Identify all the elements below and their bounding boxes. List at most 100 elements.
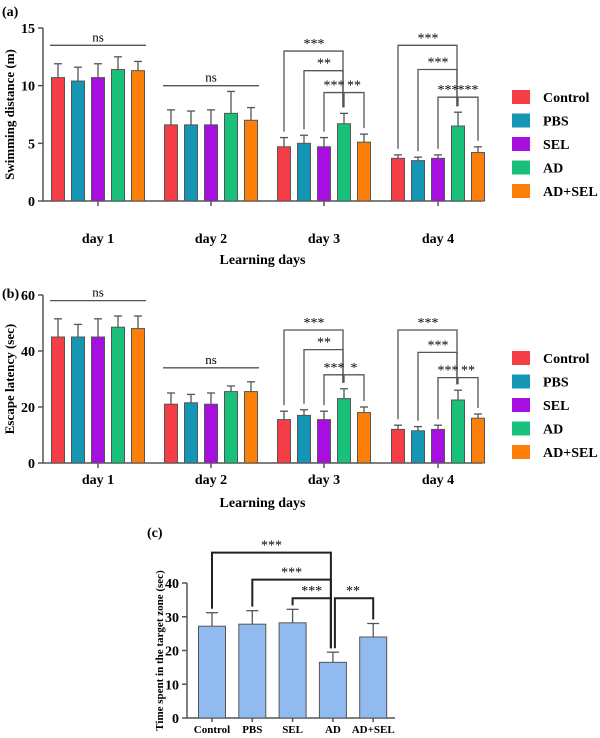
y-axis-label: Time spent in the target zone (sec) xyxy=(154,570,166,731)
y-tick-label: 30 xyxy=(165,611,179,626)
bar-pbs-day4 xyxy=(411,430,425,464)
bar-sel-day4 xyxy=(431,428,445,464)
x-tick-label: SEL xyxy=(282,724,303,736)
legend-label: AD xyxy=(543,162,563,177)
x-axis-label: Learning days xyxy=(220,496,307,511)
panel-c-label: (c) xyxy=(147,526,163,541)
legend-swatch xyxy=(512,445,530,459)
significance-bracket xyxy=(303,348,344,404)
bar-ad-sel-day3 xyxy=(357,412,371,464)
bar-sel-day1 xyxy=(91,77,105,202)
y-axis-label: Swimming distance (m) xyxy=(2,49,17,180)
significance-bracket xyxy=(211,551,332,649)
bar-sel-day3 xyxy=(317,419,331,464)
x-tick-label: AD+SEL xyxy=(352,724,395,736)
legend-swatch xyxy=(512,160,530,175)
significance-label: ** xyxy=(461,364,475,379)
significance-bracket xyxy=(303,70,344,130)
significance-label: ** xyxy=(346,584,360,599)
significance-label: *** xyxy=(304,37,325,52)
significance-label: *** xyxy=(281,566,302,581)
significance-bracket xyxy=(417,351,458,421)
bar-sel-day3 xyxy=(317,146,331,202)
bar-control-day4 xyxy=(391,428,405,464)
significance-label: *** xyxy=(304,316,325,331)
bar-control xyxy=(198,625,226,719)
bar-pbs-day1 xyxy=(71,80,85,202)
bar-sel-day1 xyxy=(91,336,105,464)
significance-label: ** xyxy=(317,336,331,351)
y-tick-label: 0 xyxy=(172,712,179,727)
x-tick-label: day 1 xyxy=(82,473,114,488)
significance-label: *** xyxy=(324,79,345,94)
bar-ad-sel-day2 xyxy=(244,119,258,202)
significance-label: *** xyxy=(458,83,479,98)
x-tick-label: day 3 xyxy=(308,232,340,247)
bar-ad-day4 xyxy=(451,399,465,464)
bar-pbs-day2 xyxy=(184,124,198,202)
bar-pbs-day4 xyxy=(411,160,425,202)
bar-control-day2 xyxy=(164,124,178,202)
significance-label: *** xyxy=(438,364,459,379)
y-tick-label: 10 xyxy=(21,80,35,95)
bar-control-day3 xyxy=(277,419,291,464)
legend-label: AD xyxy=(543,423,563,438)
bar-ad-sel-day3 xyxy=(357,141,371,202)
legend-label: SEL xyxy=(543,399,569,414)
bar-sel-day4 xyxy=(431,157,445,202)
y-tick-label: 20 xyxy=(165,645,179,660)
legend-label: AD+SEL xyxy=(543,446,598,461)
legend-swatch xyxy=(512,113,530,128)
significance-label: *** xyxy=(428,338,449,353)
bar-ad-sel-day2 xyxy=(244,391,258,464)
significance-label: ns xyxy=(205,352,217,367)
significance-label: *** xyxy=(324,361,345,376)
x-tick-label: day 1 xyxy=(82,232,114,247)
y-tick-label: 15 xyxy=(21,22,35,37)
significance-bracket xyxy=(437,376,458,420)
bar-pbs-day3 xyxy=(297,414,311,464)
legend-label: PBS xyxy=(543,376,569,391)
significance-bracket xyxy=(323,374,344,406)
significance-bracket xyxy=(437,96,458,149)
bar-control-day1 xyxy=(51,77,65,202)
bar-pbs-day3 xyxy=(297,142,311,202)
legend-swatch xyxy=(512,421,530,436)
legend-swatch xyxy=(512,90,530,104)
x-tick-label: AD xyxy=(325,724,341,736)
bar-ad-sel-day1 xyxy=(131,328,145,464)
x-axis-label: Learning days xyxy=(220,253,307,268)
bar-pbs xyxy=(238,623,267,719)
significance-label: *** xyxy=(428,56,449,71)
x-tick-label: day 2 xyxy=(195,473,227,488)
legend-label: AD+SEL xyxy=(543,185,598,200)
bar-pbs-day1 xyxy=(71,336,85,464)
y-tick-label: 0 xyxy=(28,195,35,210)
bar-sel-day2 xyxy=(204,403,218,464)
bar-control-day1 xyxy=(51,336,65,464)
legend-swatch xyxy=(512,374,530,389)
x-tick-label: day 4 xyxy=(422,473,454,488)
bar-sel-day2 xyxy=(204,124,218,202)
bar-control-day2 xyxy=(164,403,178,464)
significance-bracket xyxy=(343,91,365,129)
bar-ad-day1 xyxy=(111,326,125,464)
significance-label: * xyxy=(351,361,358,376)
significance-label: *** xyxy=(438,83,459,98)
significance-bracket xyxy=(343,374,365,401)
legend-swatch xyxy=(512,398,530,412)
y-tick-label: 10 xyxy=(165,678,179,693)
significance-label: *** xyxy=(301,584,322,599)
x-tick-label: PBS xyxy=(242,724,262,736)
y-tick-label: 40 xyxy=(21,345,35,360)
bar-ad-day3 xyxy=(337,123,351,202)
x-tick-label: day 4 xyxy=(422,232,454,247)
bar-ad-day3 xyxy=(337,398,351,464)
significance-bracket xyxy=(291,597,332,649)
legend-swatch xyxy=(512,351,530,365)
significance-label: ns xyxy=(92,285,104,300)
panel-b-label: (b) xyxy=(2,287,19,302)
legend-label: Control xyxy=(543,352,590,367)
significance-bracket xyxy=(457,96,479,141)
